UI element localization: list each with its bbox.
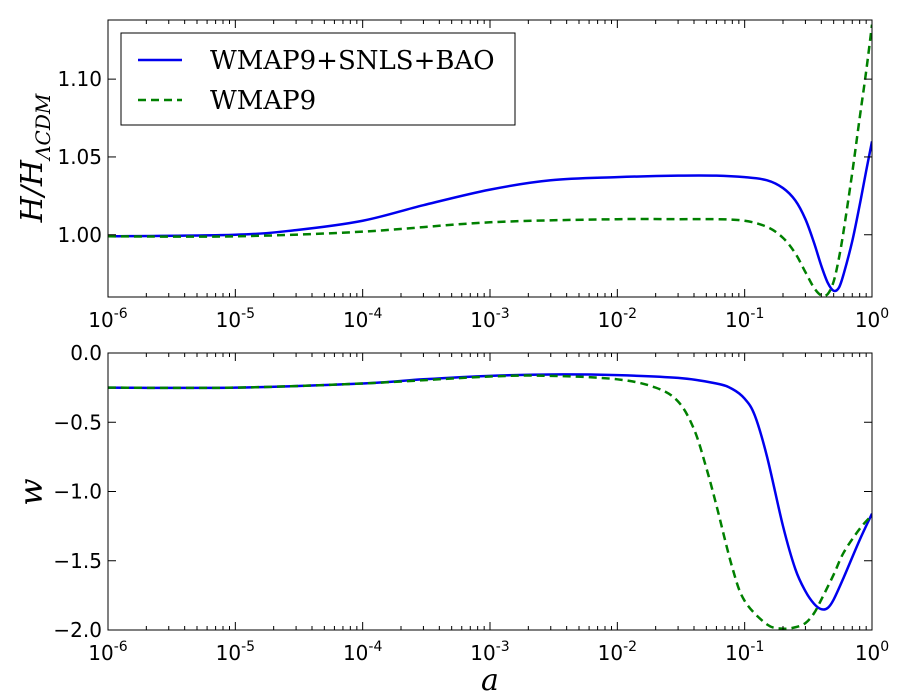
- bottom-axis-ticks: [107, 352, 873, 631]
- series-line-wmap9: [108, 24, 872, 297]
- x-tick-label: 10-5: [216, 639, 255, 665]
- x-tick-label: 10-4: [343, 306, 383, 332]
- bottom-curves: [108, 373, 872, 630]
- y-label-subscript: ΛCDM: [31, 93, 55, 162]
- x-tick-label: 10-2: [598, 639, 637, 665]
- y-tick-label: −0.5: [53, 410, 102, 434]
- top-curves: [108, 24, 872, 297]
- bottom-plot-frame: [107, 352, 873, 631]
- top-panel: 10-6 10-5 10-4 10-3 10-2 10-1 1001.001.051.10 …: [15, 19, 889, 332]
- top-tick-labels: 10-6 10-5 10-4 10-3 10-2 10-1 100 1.00 1.05 1.10: [57, 67, 889, 332]
- x-tick-label: 100: [855, 639, 889, 665]
- y-tick-label: 1.00: [57, 223, 102, 247]
- bottom-panel: 10-6 10-5 10-4 10-3 10-2 10-1 100 0.0 −0.5 −1.0 −1…: [12, 341, 889, 698]
- y-tick-label: 1.05: [57, 145, 102, 169]
- series-line-wmap9: [108, 374, 872, 630]
- x-tick-label: 10-6: [88, 639, 128, 665]
- x-tick-label: 10-6: [88, 306, 128, 332]
- y-tick-label: −1.5: [53, 549, 102, 573]
- x-tick-label: 10-1: [725, 306, 764, 332]
- y-tick-label: −2.0: [53, 618, 102, 642]
- legend-label-wmap9: WMAP9: [210, 86, 316, 116]
- y-label-h: H/H: [15, 159, 50, 223]
- x-axis-label: a: [481, 663, 499, 698]
- x-tick-label: 10-5: [216, 306, 255, 332]
- top-plot-frame: [107, 19, 873, 298]
- legend-label-wmap9-snls-bao: WMAP9+SNLS+BAO: [210, 46, 495, 76]
- series-line-wmap9-snls-bao: [108, 141, 872, 293]
- y-tick-label: 0.0: [70, 341, 102, 365]
- y-tick-label: 1.10: [57, 67, 102, 91]
- y-tick-label: −1.0: [53, 480, 102, 504]
- top-axis-ticks: [107, 20, 873, 297]
- x-tick-label: 100: [855, 306, 889, 332]
- legend-box: [120, 32, 516, 126]
- x-tick-label: 10-4: [343, 639, 383, 665]
- bottom-y-axis-label: w: [12, 478, 50, 505]
- x-tick-label: 10-2: [598, 306, 637, 332]
- top-y-axis-label: H/HΛCDM: [15, 93, 55, 223]
- legend: WMAP9+SNLS+BAO WMAP9: [120, 32, 516, 126]
- x-tick-label: 10-3: [470, 306, 509, 332]
- bottom-tick-labels: 10-6 10-5 10-4 10-3 10-2 10-1 100 0.0 −0.5 −1.0 −1…: [53, 341, 889, 665]
- x-tick-label: 10-1: [725, 639, 764, 665]
- x-tick-label: 10-3: [470, 639, 509, 665]
- series-line-wmap9-snls-bao: [108, 373, 872, 611]
